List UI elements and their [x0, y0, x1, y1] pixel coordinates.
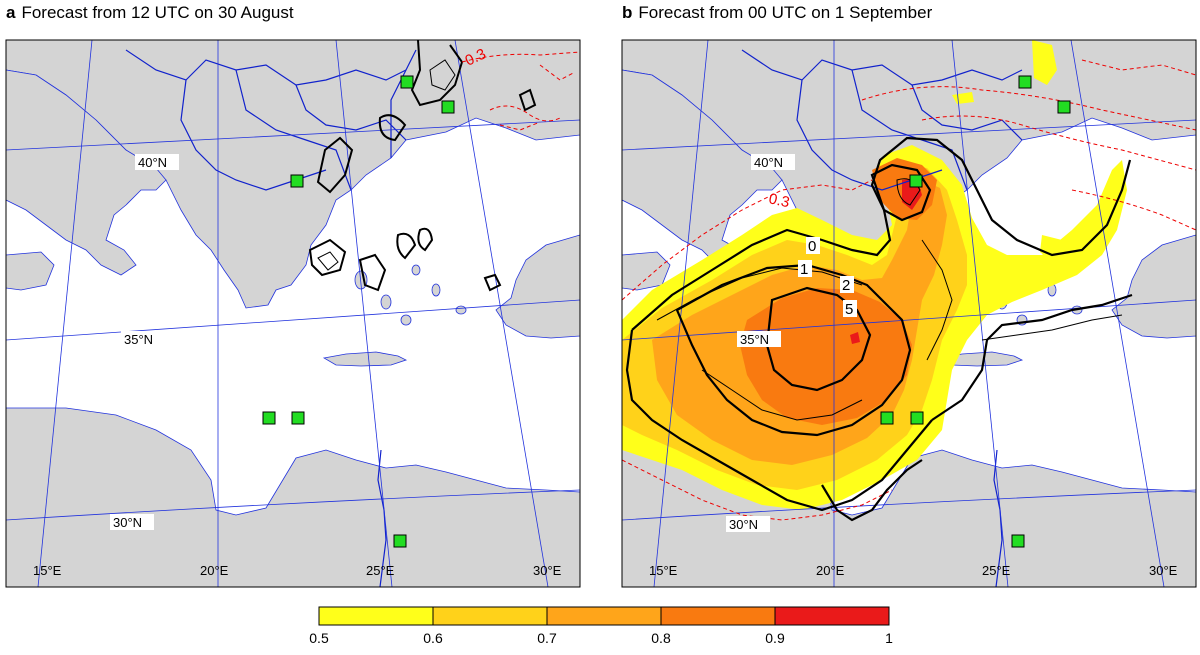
station-marker — [400, 75, 414, 89]
lon-label-30: 30°E — [1149, 563, 1178, 578]
lat-label-40: 40°N — [138, 155, 167, 170]
station-marker — [880, 411, 894, 425]
lon-label-30: 30°E — [533, 563, 562, 578]
colorbar-segment — [433, 607, 547, 625]
red-contour-label: 0.3 — [767, 190, 791, 211]
lat-label-35: 35°N — [740, 332, 769, 347]
lat-label-35: 35°N — [124, 332, 153, 347]
station-marker — [910, 411, 924, 425]
station-marker — [1011, 534, 1025, 548]
panel-b-graticule — [622, 40, 1196, 587]
colorbar-tick-label: 0.7 — [537, 630, 557, 646]
colorbar-tick-label: 0.8 — [651, 630, 671, 646]
contour-label-2: 2 — [842, 277, 850, 294]
panel-a-red-contours — [461, 51, 580, 131]
colorbar: 0.5 0.6 0.7 0.8 0.9 1 — [309, 606, 893, 646]
colorbar-segment — [319, 607, 433, 625]
panel-a-map — [6, 40, 580, 587]
panel-a-title: a Forecast from 12 UTC on 30 August — [6, 3, 294, 23]
panel-b-red-contours — [622, 59, 1196, 521]
station-marker — [909, 174, 923, 188]
contour-label-0: 0 — [808, 238, 816, 255]
panel-a-black-contours — [308, 40, 537, 292]
colorbar-frame — [318, 606, 890, 626]
colorbar-tick-label: 1 — [885, 630, 893, 646]
station-marker — [262, 411, 276, 425]
panel-a-thin-contours — [317, 59, 456, 271]
contour-label-1: 1 — [800, 261, 808, 278]
station-marker — [291, 411, 305, 425]
station-marker — [393, 534, 407, 548]
panel-a-markers — [262, 75, 455, 548]
panel-b-probability-shading — [622, 40, 1127, 510]
colorbar-segment — [661, 607, 775, 625]
lat-label-30: 30°N — [113, 515, 142, 530]
panel-a-letter: a — [6, 3, 16, 22]
colorbar-segment — [775, 607, 889, 625]
station-marker — [290, 174, 304, 188]
lon-label-25: 25°E — [366, 563, 395, 578]
colorbar-tick-label: 0.5 — [309, 630, 329, 646]
panel-b-frame — [621, 39, 1197, 588]
lon-label-15: 15°E — [649, 563, 678, 578]
panel-b-black-contours — [625, 136, 1133, 522]
station-marker — [1018, 75, 1032, 89]
panel-a-frame — [5, 39, 581, 588]
colorbar-segment — [547, 607, 661, 625]
lon-label-20: 20°E — [200, 563, 229, 578]
panel-b-thin-contours — [656, 178, 1123, 421]
panel-b-map — [622, 40, 1196, 587]
panel-b-labels: 40°N 35°N 30°N 15°E 20°E 25°E 30°E 0 1 2… — [649, 154, 1178, 578]
lon-label-15: 15°E — [33, 563, 62, 578]
lat-label-40: 40°N — [754, 155, 783, 170]
panel-b-letter: b — [622, 3, 633, 22]
panel-a-graticule — [6, 40, 580, 587]
colorbar-tick-label: 0.9 — [765, 630, 785, 646]
panel-a-title-text: Forecast from 12 UTC on 30 August — [21, 3, 294, 22]
station-marker — [441, 100, 455, 114]
colorbar-tick-label: 0.6 — [423, 630, 443, 646]
station-marker — [1057, 100, 1071, 114]
panel-b-title: b Forecast from 00 UTC on 1 September — [622, 3, 932, 23]
contour-label-5: 5 — [845, 301, 853, 318]
lon-label-25: 25°E — [982, 563, 1011, 578]
panel-b-markers — [880, 75, 1071, 548]
panel-b-title-text: Forecast from 00 UTC on 1 September — [638, 3, 933, 22]
lon-label-20: 20°E — [816, 563, 845, 578]
lat-label-30: 30°N — [729, 517, 758, 532]
